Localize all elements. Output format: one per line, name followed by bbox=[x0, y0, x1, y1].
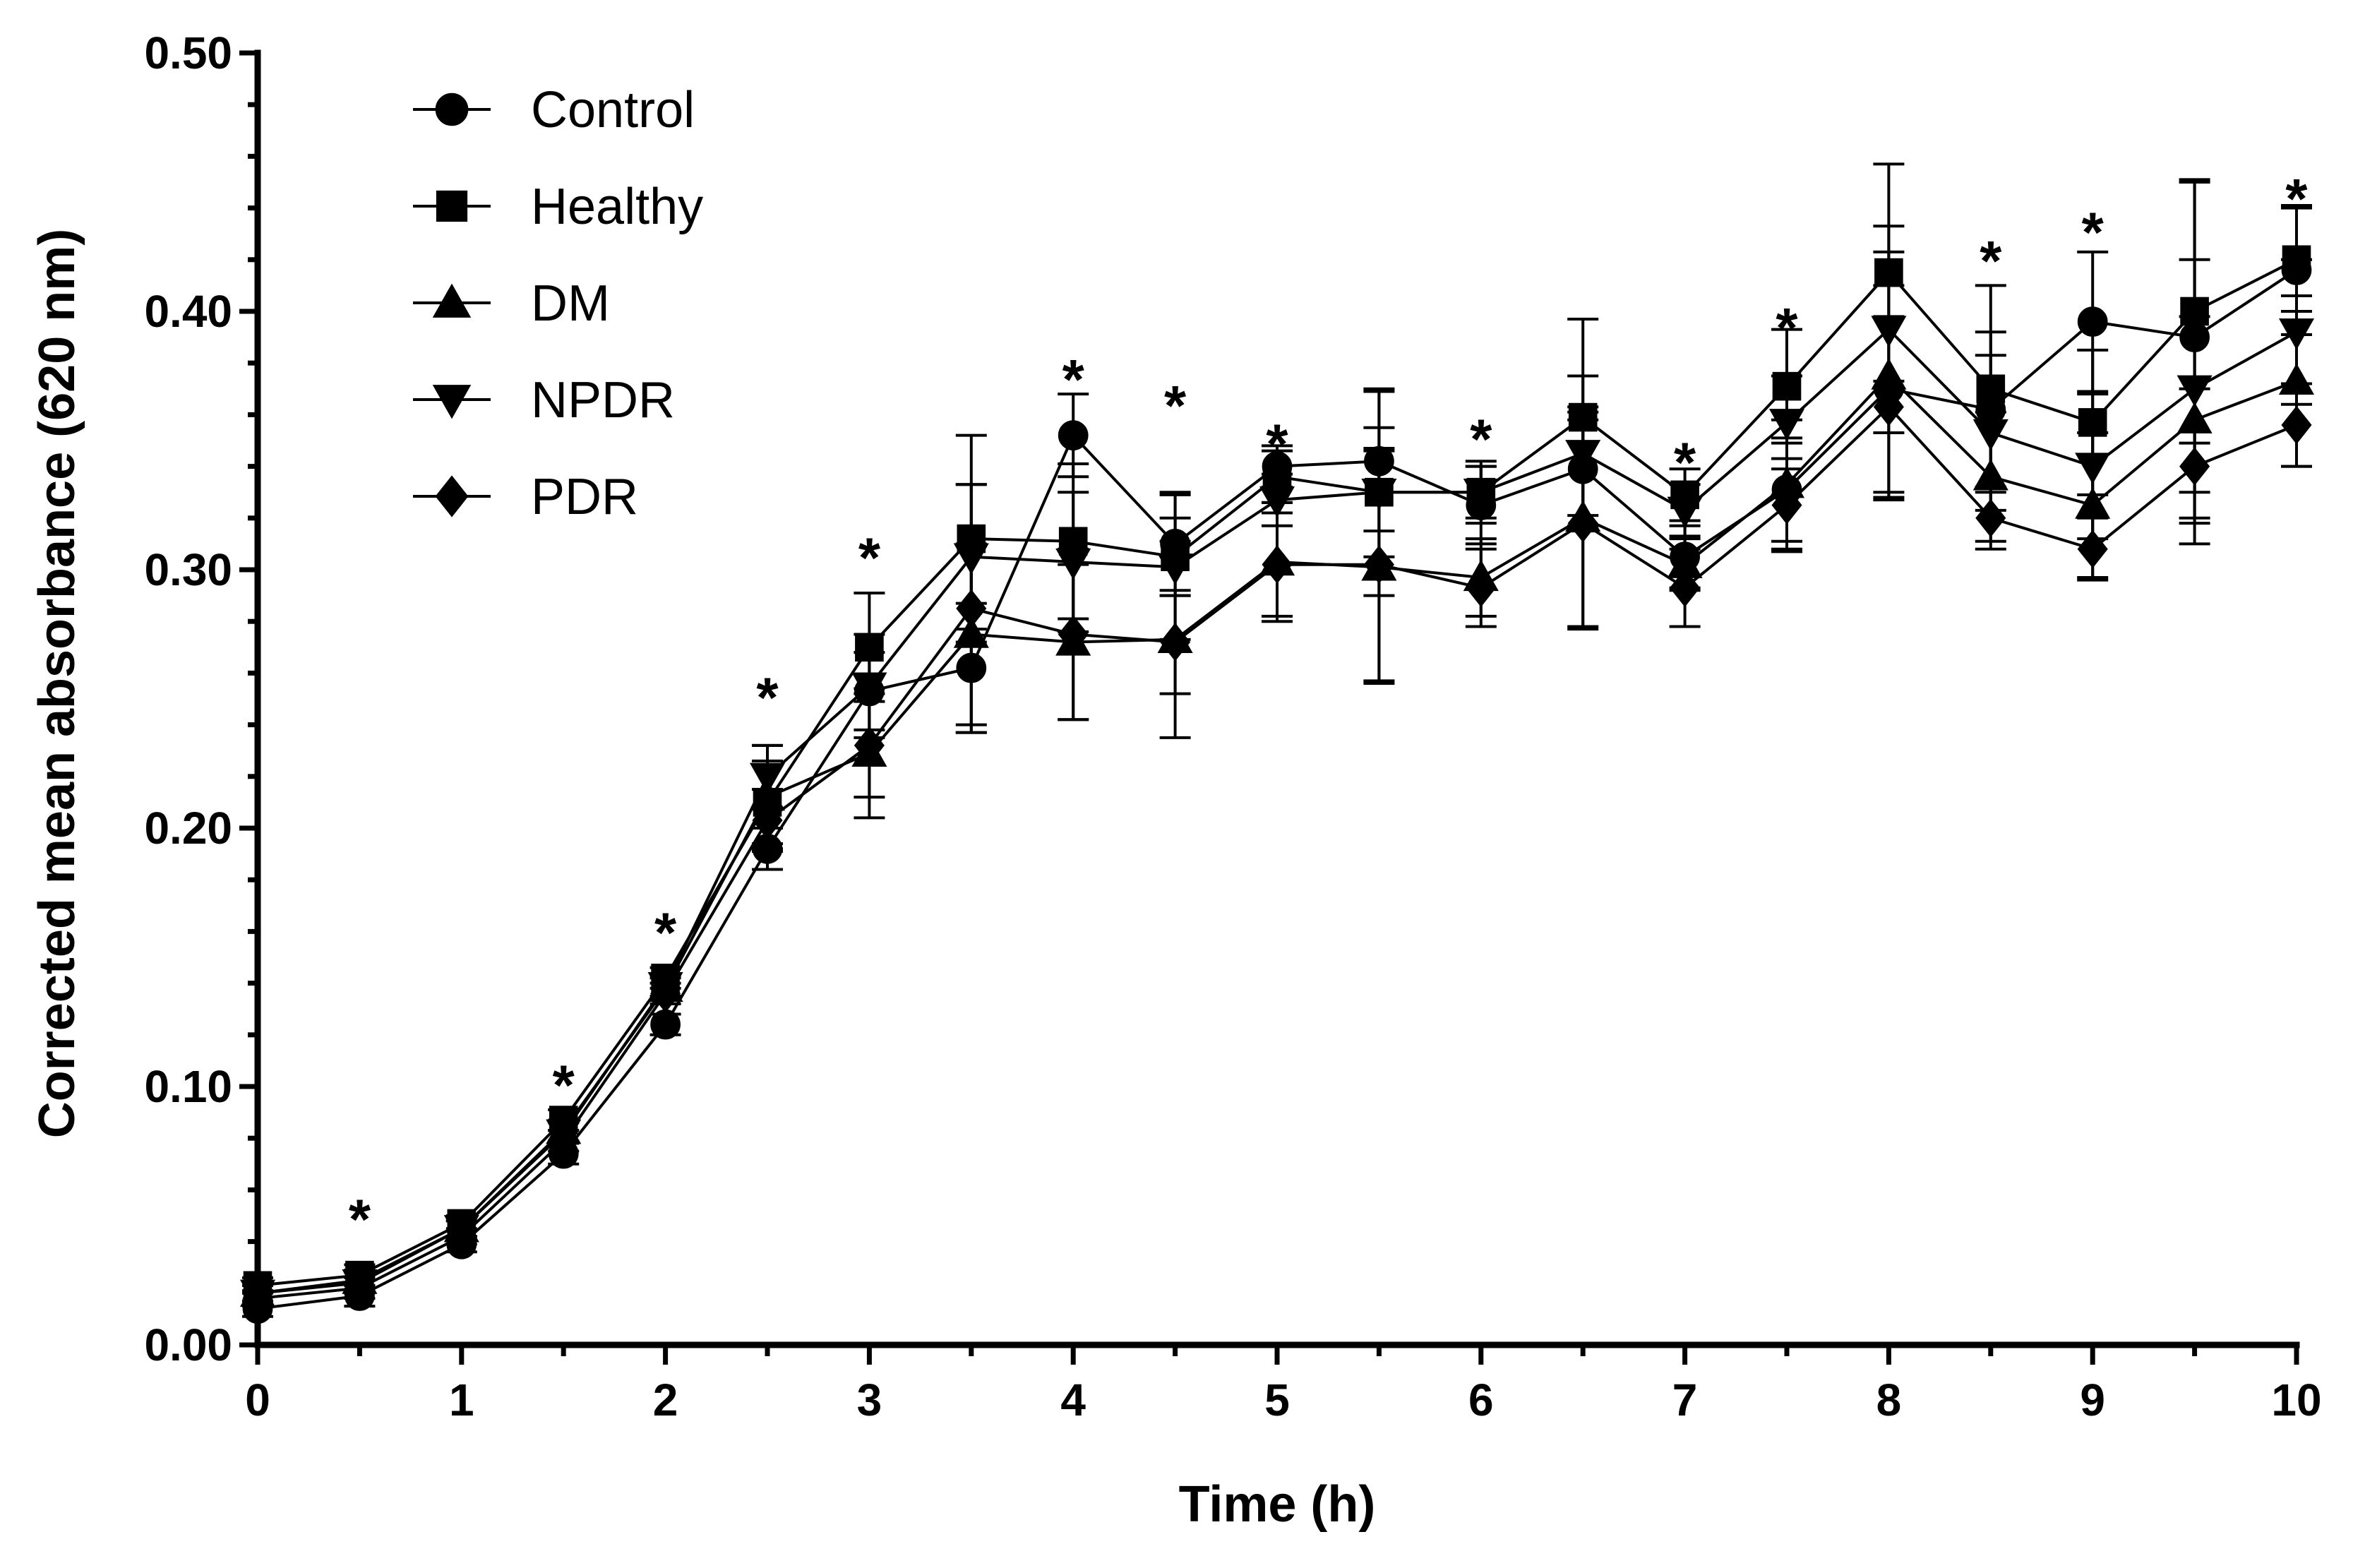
data-point-triangle-down bbox=[2278, 318, 2315, 350]
data-point-diamond bbox=[1567, 503, 1598, 543]
data-point-triangle-down bbox=[1259, 486, 1295, 518]
x-tick-label: 7 bbox=[1672, 1375, 1698, 1425]
legend-item-pdr: PDR bbox=[413, 469, 638, 525]
data-point-diamond bbox=[1873, 388, 1904, 426]
data-point-diamond bbox=[854, 726, 885, 765]
legend-label: PDR bbox=[531, 469, 638, 525]
legend-item-npdr: NPDR bbox=[413, 372, 675, 429]
data-point-triangle-down bbox=[1667, 496, 1703, 529]
x-tick-label: 9 bbox=[2080, 1375, 2105, 1425]
x-tick-label: 4 bbox=[1060, 1375, 1086, 1425]
data-point-diamond bbox=[446, 1217, 477, 1256]
x-tick-label: 6 bbox=[1468, 1375, 1494, 1425]
data-point-diamond bbox=[1160, 623, 1191, 662]
data-point-triangle-down bbox=[2075, 453, 2111, 484]
series-layer bbox=[239, 162, 2315, 1324]
data-point-circle bbox=[2077, 306, 2108, 337]
data-point-triangle-down bbox=[432, 385, 472, 419]
data-point-triangle-down bbox=[1768, 409, 1805, 441]
data-point-diamond bbox=[344, 1269, 375, 1307]
x-axis-title: Time (h) bbox=[1179, 1476, 1376, 1533]
x-tick-label: 2 bbox=[653, 1375, 678, 1425]
y-tick-label: 0.20 bbox=[144, 803, 232, 854]
x-tick-label: 8 bbox=[1876, 1375, 1902, 1425]
significance-star: * bbox=[2082, 201, 2104, 264]
significance-star: * bbox=[2285, 167, 2308, 230]
significance-star: * bbox=[1266, 413, 1288, 476]
x-tick-label: 5 bbox=[1264, 1375, 1290, 1425]
data-point-diamond bbox=[956, 589, 987, 628]
data-point-diamond bbox=[2179, 447, 2210, 486]
data-point-triangle-up bbox=[432, 283, 472, 318]
significance-star: * bbox=[858, 527, 881, 590]
significance-star: * bbox=[756, 666, 779, 729]
legend: Control Healthy DM NPDR PDR bbox=[413, 82, 703, 525]
data-point-diamond bbox=[2281, 405, 2312, 445]
series-pdr bbox=[242, 315, 2312, 1318]
data-point-diamond bbox=[1262, 545, 1293, 584]
data-point-triangle-down bbox=[1972, 419, 2008, 451]
y-tick-label: 0.10 bbox=[144, 1061, 232, 1112]
y-tick-label: 0.30 bbox=[144, 544, 232, 595]
significance-star: * bbox=[553, 1053, 575, 1116]
y-tick-label: 0.50 bbox=[144, 28, 232, 78]
data-point-triangle-down bbox=[749, 762, 786, 795]
data-point-diamond bbox=[1670, 568, 1701, 607]
data-point-diamond bbox=[1466, 568, 1497, 607]
data-point-diamond bbox=[2077, 529, 2108, 568]
data-point-triangle-down bbox=[851, 672, 887, 704]
significance-star: * bbox=[1164, 374, 1187, 437]
y-tick-label: 0.00 bbox=[144, 1319, 232, 1370]
axes: 0.00 0.10 0.20 0.30 0.40 0.50 0 1 2 3 4 5 6 7 8 9 10 bbox=[144, 28, 2321, 1425]
significance-star: * bbox=[1674, 431, 1696, 493]
data-point-diamond bbox=[1058, 615, 1089, 654]
x-tick-label: 3 bbox=[857, 1375, 882, 1425]
data-point-diamond bbox=[242, 1279, 273, 1318]
data-point-diamond bbox=[435, 475, 469, 517]
data-point-square bbox=[436, 190, 468, 222]
y-axis-title: Corrected mean absorbance (620 nm) bbox=[29, 229, 85, 1138]
data-point-triangle-down bbox=[1157, 553, 1193, 585]
significance-star: * bbox=[349, 1188, 371, 1251]
data-point-diamond bbox=[752, 801, 783, 840]
legend-item-healthy: Healthy bbox=[413, 179, 703, 235]
data-point-diamond bbox=[1975, 498, 2006, 538]
y-tick-label: 0.40 bbox=[144, 286, 232, 337]
legend-label: Healthy bbox=[531, 179, 703, 235]
legend-label: DM bbox=[531, 275, 610, 332]
significance-star: * bbox=[1470, 407, 1492, 470]
legend-item-control: Control bbox=[413, 82, 695, 138]
data-point-circle bbox=[435, 92, 469, 126]
data-point-diamond bbox=[1363, 545, 1394, 584]
data-point-circle bbox=[650, 1009, 681, 1040]
data-point-diamond bbox=[548, 1121, 579, 1161]
data-point-diamond bbox=[1771, 486, 1802, 525]
x-tick-label: 10 bbox=[2271, 1375, 2321, 1425]
data-point-circle bbox=[1058, 420, 1089, 451]
x-tick-label: 0 bbox=[245, 1375, 270, 1425]
legend-label: Control bbox=[531, 82, 695, 138]
x-tick-label: 1 bbox=[449, 1375, 474, 1425]
significance-star: * bbox=[1062, 348, 1085, 411]
data-point-diamond bbox=[650, 974, 681, 1013]
legend-item-dm: DM bbox=[413, 275, 610, 332]
data-point-triangle-down bbox=[1463, 479, 1499, 510]
significance-star: * bbox=[1776, 297, 1798, 359]
legend-label: NPDR bbox=[531, 372, 675, 429]
significance-layer: * * * * * * * * * * * * * * bbox=[349, 167, 2309, 1251]
significance-star: * bbox=[654, 901, 677, 964]
significance-star: * bbox=[1980, 229, 2002, 292]
